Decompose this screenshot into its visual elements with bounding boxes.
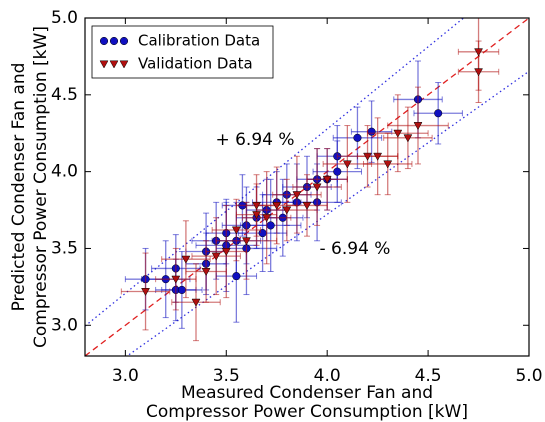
legend-label: Calibration Data [138, 32, 260, 50]
data-point [231, 226, 241, 235]
data-point [474, 48, 483, 57]
x-tick-label: 4.0 [314, 366, 341, 386]
annotation: - 6.94 % [320, 239, 391, 259]
plot-area [85, 18, 529, 356]
data-point [302, 201, 312, 210]
data-point [242, 237, 251, 246]
data-point [221, 248, 231, 257]
data-point [367, 127, 376, 136]
upper-band-line [85, 18, 465, 327]
data-point [266, 221, 275, 230]
data-point [393, 129, 403, 138]
data-point [141, 288, 150, 296]
data-point [252, 211, 261, 220]
data-point [322, 175, 332, 184]
data-point [413, 122, 423, 131]
legend-label: Validation Data [138, 55, 253, 73]
legend-marker [99, 36, 109, 46]
data-point [272, 201, 282, 210]
data-point [474, 68, 483, 77]
plot-frame [84, 17, 530, 357]
legend-marker [119, 36, 129, 46]
y-tick-label: 4.0 [51, 162, 78, 182]
data-point [211, 252, 221, 261]
data-point [191, 298, 201, 307]
data-point [262, 214, 272, 223]
x-tick-label: 4.5 [415, 366, 442, 386]
identity-line [85, 18, 529, 356]
legend-marker [109, 60, 119, 69]
x-tick-label: 3.0 [112, 366, 139, 386]
legend-marker [119, 60, 129, 69]
x-axis-label: Measured Condenser Fan and [181, 383, 433, 403]
data-point [363, 152, 372, 161]
data-point [434, 109, 443, 118]
data-point [292, 191, 302, 200]
data-point [373, 152, 383, 161]
data-point [333, 167, 342, 176]
legend-marker [109, 36, 119, 46]
data-point [171, 275, 181, 284]
data-point [383, 160, 393, 169]
y-tick-label: 3.0 [51, 315, 78, 335]
legend-marker [99, 60, 109, 69]
data-point [201, 268, 211, 277]
y-tick-label: 4.5 [51, 85, 78, 105]
data-point [232, 272, 241, 281]
x-axis-label: Compressor Power Consumption [kW] [146, 402, 468, 422]
data-point [177, 285, 186, 294]
annotation: + 6.94 % [215, 130, 294, 150]
y-tick-label: 5.0 [51, 8, 78, 28]
lower-band-line [126, 70, 529, 356]
y-axis-label: Predicted Condenser Fan and [9, 63, 29, 312]
x-tick-label: 5.0 [515, 366, 542, 386]
x-tick-label: 3.5 [213, 366, 240, 386]
data-point [252, 201, 261, 210]
legend-box [91, 25, 274, 79]
y-tick-label: 3.5 [51, 238, 78, 258]
data-point [282, 206, 292, 215]
data-point [312, 183, 322, 192]
y-axis-label: Compressor Power Consumption [kW] [31, 26, 51, 348]
data-point [353, 133, 362, 142]
data-point [403, 134, 413, 143]
data-point [181, 255, 191, 264]
data-point [342, 160, 352, 169]
